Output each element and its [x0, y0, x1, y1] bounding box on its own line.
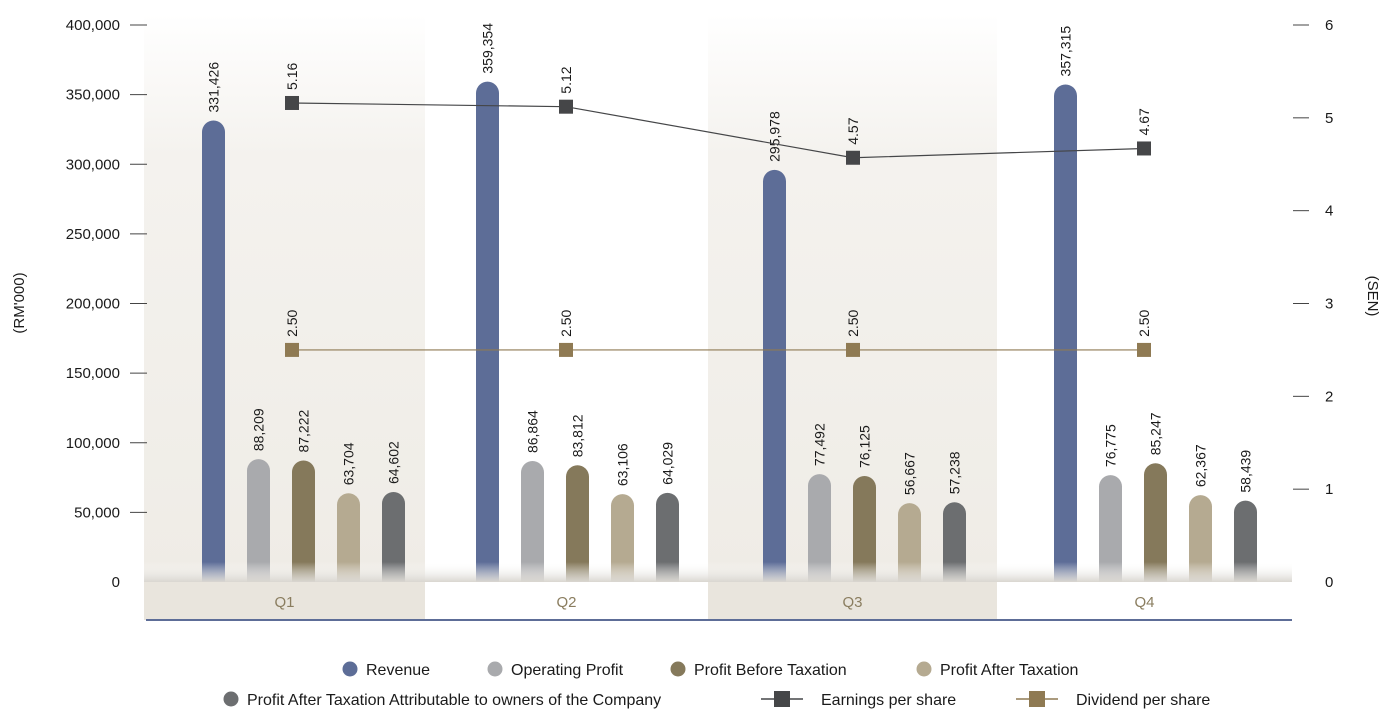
- y-tick-label-left: 100,000: [66, 435, 120, 452]
- y-tick-label-left: 200,000: [66, 296, 120, 313]
- x-tick-label: Q1: [274, 594, 294, 611]
- legend-label: Earnings per share: [821, 692, 956, 709]
- line-value-label: 5.16: [284, 63, 300, 90]
- line-value-label: 2.50: [284, 309, 300, 336]
- legend-swatch: [487, 661, 503, 677]
- legend-label: Profit Before Taxation: [694, 662, 847, 679]
- bar-value-label: 88,209: [251, 408, 267, 451]
- line-value-label: 2.50: [558, 309, 574, 336]
- bar-revenue-q2: [476, 81, 499, 583]
- line-marker: [846, 342, 860, 357]
- bar-value-label: 295,978: [767, 111, 783, 162]
- line-marker: [559, 342, 573, 357]
- line-marker: [1137, 342, 1151, 357]
- legend-label: Profit After Taxation: [940, 662, 1078, 679]
- line-value-label: 2.50: [845, 309, 861, 336]
- line-value-label: 4.67: [1136, 108, 1152, 135]
- bar-profit-before-taxation-q1: [292, 460, 315, 582]
- bar-value-label: 56,667: [902, 452, 918, 495]
- bar-profit-before-taxation-q4: [1144, 463, 1167, 582]
- bar-value-label: 357,315: [1058, 26, 1074, 77]
- legend-label: Operating Profit: [511, 662, 624, 679]
- y-tick-label-left: 300,000: [66, 156, 120, 173]
- legend-marker: [1029, 691, 1045, 707]
- line-marker: [559, 99, 573, 114]
- bar-value-label: 76,125: [857, 425, 873, 468]
- bar-operating-profit-q4: [1099, 475, 1122, 582]
- bar-value-label: 331,426: [206, 62, 222, 113]
- y-tick-label-right: 2: [1325, 388, 1333, 405]
- legend-marker: [774, 691, 790, 707]
- bar-profit-after-taxation-attributable-to-owners-of-the-company-q2: [656, 492, 679, 582]
- bar-value-label: 63,106: [615, 443, 631, 486]
- bar-value-label: 58,439: [1238, 450, 1254, 493]
- legend-label: Dividend per share: [1076, 692, 1210, 709]
- bar-profit-after-taxation-q4: [1189, 495, 1212, 582]
- bar-value-label: 83,812: [570, 414, 586, 457]
- bar-revenue-q4: [1054, 84, 1077, 582]
- x-tick-label: Q3: [842, 594, 862, 611]
- bar-value-label: 359,354: [480, 23, 496, 74]
- y-tick-label-left: 250,000: [66, 226, 120, 243]
- y-tick-label-right: 5: [1325, 110, 1333, 127]
- bar-value-label: 62,367: [1193, 444, 1209, 487]
- y-tick-label-left: 350,000: [66, 87, 120, 104]
- baseline-shadow: [144, 562, 1292, 582]
- bar-operating-profit-q3: [808, 474, 831, 582]
- x-tick-label: Q4: [1134, 594, 1154, 611]
- legend-label: Revenue: [366, 662, 430, 679]
- line-value-label: 5.12: [558, 66, 574, 93]
- line-value-label: 4.57: [845, 117, 861, 144]
- quarter-band: [144, 14, 425, 582]
- bar-profit-after-taxation-attributable-to-owners-of-the-company-q4: [1234, 500, 1257, 582]
- category-band: [144, 582, 425, 620]
- bar-value-label: 87,222: [296, 410, 312, 453]
- quarter-band: [708, 14, 997, 582]
- bar-value-label: 64,602: [386, 441, 402, 484]
- y-tick-label-right: 1: [1325, 481, 1333, 498]
- bar-revenue-q3: [763, 169, 786, 582]
- y-tick-label-left: 400,000: [66, 17, 120, 34]
- legend-swatch: [342, 661, 358, 677]
- y-tick-label-left: 150,000: [66, 365, 120, 382]
- bar-value-label: 64,029: [660, 442, 676, 485]
- bar-value-label: 63,704: [341, 442, 357, 485]
- bar-profit-before-taxation-q2: [566, 465, 589, 582]
- y-tick-label-right: 6: [1325, 17, 1333, 34]
- x-tick-label: Q2: [556, 594, 576, 611]
- y-axis-title-left: (RM'000): [11, 272, 28, 333]
- bar-operating-profit-q1: [247, 459, 270, 582]
- line-value-label: 2.50: [1136, 309, 1152, 336]
- bar-value-label: 86,864: [525, 410, 541, 453]
- legend-label: Profit After Taxation Attributable to ow…: [247, 692, 661, 709]
- bar-profit-before-taxation-q3: [853, 475, 876, 582]
- legend-swatch: [223, 691, 239, 707]
- line-marker: [1137, 141, 1151, 156]
- bar-value-label: 57,238: [947, 451, 963, 494]
- bar-profit-after-taxation-q1: [337, 493, 360, 582]
- y-tick-label-left: 50,000: [74, 504, 120, 521]
- y-tick-label-right: 3: [1325, 296, 1333, 313]
- y-axis-title-right: (SEN): [1364, 276, 1381, 317]
- bar-profit-after-taxation-q2: [611, 494, 634, 582]
- bar-operating-profit-q2: [521, 461, 544, 582]
- line-marker: [846, 150, 860, 165]
- line-marker: [285, 95, 299, 110]
- bar-value-label: 76,775: [1103, 424, 1119, 467]
- line-earnings-per-share: [291, 102, 1145, 159]
- category-band: [708, 582, 997, 620]
- bar-revenue-q1: [202, 120, 225, 582]
- legend-swatch: [670, 661, 686, 677]
- bar-value-label: 77,492: [812, 423, 828, 466]
- legend-swatch: [916, 661, 932, 677]
- line-marker: [285, 342, 299, 357]
- y-tick-label-left: 0: [112, 574, 120, 591]
- bar-value-label: 85,247: [1148, 412, 1164, 455]
- y-tick-label-right: 4: [1325, 203, 1333, 220]
- bar-profit-after-taxation-attributable-to-owners-of-the-company-q1: [382, 492, 405, 582]
- y-tick-label-right: 0: [1325, 574, 1333, 591]
